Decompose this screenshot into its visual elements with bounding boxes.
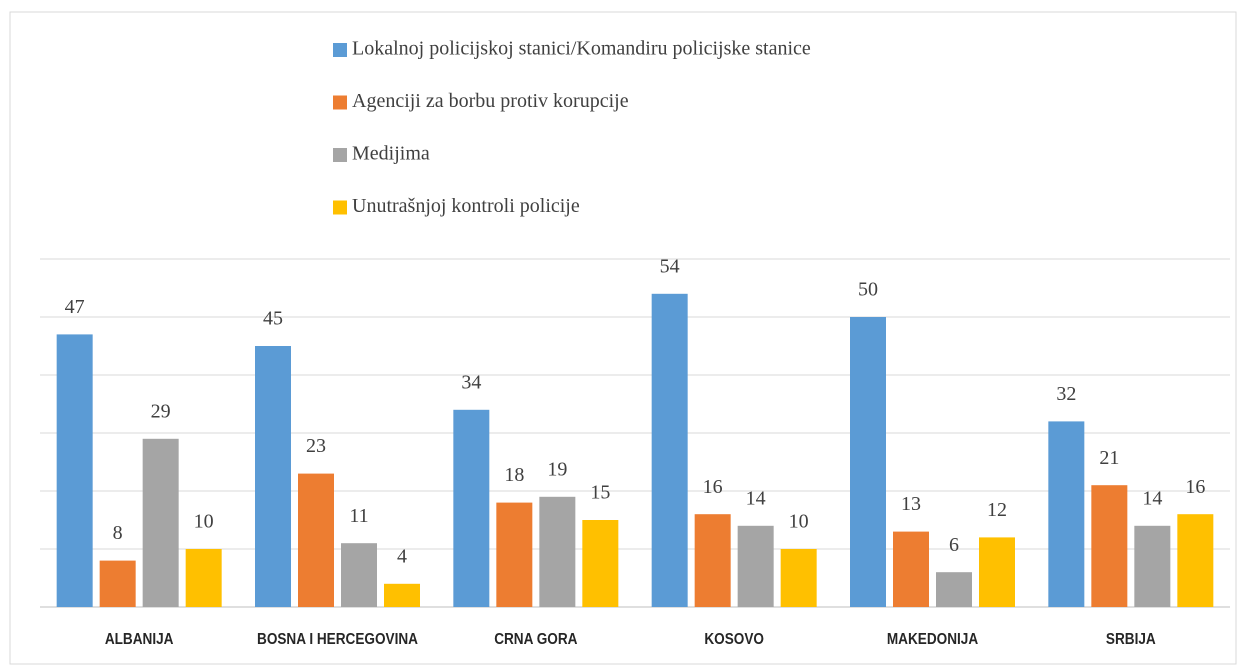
data-label: 14 xyxy=(1142,487,1162,509)
legend-label: Lokalnoj policijskoj stanici/Komandiru p… xyxy=(352,38,811,60)
data-label: 10 xyxy=(789,511,809,533)
bar xyxy=(893,531,929,607)
legend-swatch xyxy=(333,148,347,162)
x-tick-label: ALBANIJA xyxy=(105,631,174,648)
bar xyxy=(737,525,774,607)
bar xyxy=(496,502,533,607)
bar xyxy=(850,317,886,607)
data-label: 15 xyxy=(590,482,610,504)
bar xyxy=(56,334,93,607)
legend-label: Agenciji za borbu protiv korupcije xyxy=(352,90,629,112)
bar xyxy=(384,583,420,607)
x-tick-label: KOSOVO xyxy=(704,631,764,648)
data-label: 16 xyxy=(703,476,723,498)
data-label: 12 xyxy=(987,499,1007,521)
bar xyxy=(1048,421,1085,607)
bar xyxy=(255,346,291,607)
data-label: 23 xyxy=(306,435,326,457)
bar xyxy=(694,514,731,607)
data-label: 21 xyxy=(1099,447,1119,469)
bar xyxy=(341,543,377,607)
bar xyxy=(453,409,490,607)
bar xyxy=(539,496,576,607)
bar xyxy=(1177,514,1214,607)
x-tick-label: BOSNA I HERCEGOVINA xyxy=(257,631,418,648)
data-label: 6 xyxy=(949,534,959,556)
x-tick-label: MAKEDONIJA xyxy=(887,631,979,648)
data-label: 11 xyxy=(349,505,368,527)
legend-swatch xyxy=(333,43,347,57)
bar xyxy=(1134,525,1171,607)
data-label: 47 xyxy=(65,296,85,318)
legend-swatch xyxy=(333,95,347,110)
data-label: 8 xyxy=(113,522,123,544)
bar xyxy=(780,549,817,607)
data-label: 4 xyxy=(397,545,407,567)
data-label: 13 xyxy=(901,493,921,515)
bar xyxy=(185,549,222,607)
bar xyxy=(936,572,972,607)
data-label: 14 xyxy=(746,487,766,509)
data-label: 45 xyxy=(263,308,283,330)
legend-swatch xyxy=(333,200,347,215)
data-label: 34 xyxy=(461,371,481,393)
data-label: 29 xyxy=(151,400,171,422)
x-tick-label: CRNA GORA xyxy=(494,631,578,648)
data-label: 50 xyxy=(858,279,878,301)
data-label: 16 xyxy=(1185,476,1205,498)
bar xyxy=(298,473,334,607)
bar xyxy=(651,293,688,607)
bar xyxy=(142,438,179,607)
data-label: 18 xyxy=(504,464,524,486)
data-label: 54 xyxy=(660,255,680,277)
legend-label: Unutrašnjoj kontroli policije xyxy=(352,195,580,217)
legend-label: Medijima xyxy=(352,143,430,165)
bar xyxy=(979,537,1015,607)
bar xyxy=(99,560,136,607)
bar xyxy=(582,520,619,607)
bar xyxy=(1091,485,1128,607)
data-label: 32 xyxy=(1056,383,1076,405)
data-label: 19 xyxy=(547,458,567,480)
x-tick-label: SRBIJA xyxy=(1106,631,1156,648)
data-label: 10 xyxy=(194,511,214,533)
